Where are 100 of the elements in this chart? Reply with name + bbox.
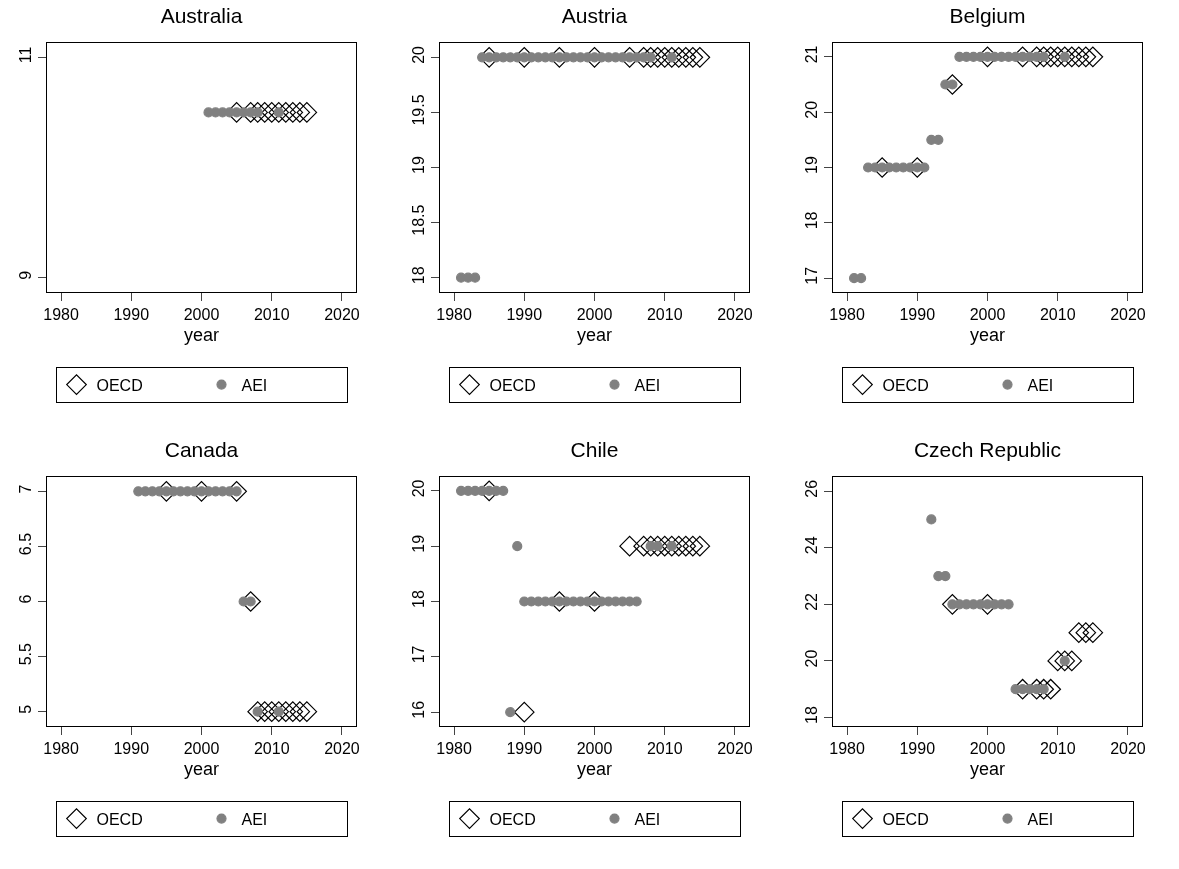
legend-label: AEI — [241, 810, 268, 828]
y-tick-label: 20 — [410, 479, 428, 498]
legend-label: AEI — [1027, 810, 1054, 828]
point — [505, 707, 516, 718]
point — [1054, 650, 1076, 672]
x-tick-label: 1980 — [829, 740, 865, 758]
x-axis-title: year — [183, 759, 220, 780]
point — [1068, 46, 1090, 68]
legend-label: OECD — [882, 376, 929, 394]
y-tick-label: 22 — [803, 592, 821, 611]
x-tick-label: 1980 — [829, 306, 865, 324]
y-tick-label: 18 — [803, 211, 821, 230]
y-tick-label: 19 — [410, 156, 428, 174]
point — [933, 134, 944, 145]
y-tick-label: 6.5 — [17, 532, 35, 556]
point — [289, 701, 311, 723]
chart-title: Chile — [570, 437, 619, 461]
y-tick-label: 6 — [17, 594, 35, 604]
x-tick-label: 2010 — [1039, 306, 1076, 324]
x-tick-label: 2020 — [1110, 306, 1146, 324]
point — [940, 570, 951, 582]
legend-label: OECD — [882, 810, 929, 828]
x-tick-label: 1990 — [113, 740, 150, 758]
x-tick-label: 2020 — [717, 306, 753, 324]
x-tick-label: 2020 — [324, 740, 360, 758]
x-tick-label: 2020 — [1110, 740, 1146, 758]
point — [1054, 46, 1076, 68]
point — [513, 701, 535, 723]
y-tick-label: 21 — [803, 45, 821, 64]
y-tick-label: 19.5 — [410, 94, 428, 126]
x-tick-label: 2010 — [253, 306, 290, 324]
x-tick-label: 2010 — [646, 306, 683, 324]
y-tick-label: 20 — [803, 649, 821, 668]
x-tick-label: 2000 — [969, 740, 1006, 758]
x-tick-label: 2010 — [646, 740, 683, 758]
y-tick-label: 11 — [17, 46, 35, 64]
x-tick-label: 2000 — [576, 306, 613, 324]
y-tick-label: 19 — [410, 534, 428, 553]
point — [1075, 622, 1097, 643]
x-tick-label: 2000 — [183, 740, 220, 758]
chart-title: Czech Republic — [913, 437, 1062, 461]
point — [619, 535, 640, 557]
point — [512, 541, 523, 552]
x-tick-label: 2020 — [324, 306, 360, 324]
point — [689, 535, 711, 557]
y-tick-label: 7 — [17, 484, 35, 494]
y-tick-label: 18 — [410, 266, 428, 285]
x-tick-label: 2000 — [183, 306, 220, 324]
x-tick-label: 2010 — [253, 740, 290, 758]
x-tick-label: 1990 — [899, 306, 936, 324]
chart-title: Belgium — [949, 3, 1026, 27]
y-tick-label: 16 — [410, 700, 428, 719]
point — [926, 514, 937, 525]
x-tick-label: 1980 — [436, 306, 472, 324]
legend-label: OECD — [489, 376, 536, 394]
legend-label: AEI — [634, 376, 661, 394]
point — [661, 535, 683, 557]
y-tick-label: 18 — [803, 706, 821, 725]
y-tick-label: 9 — [17, 270, 35, 280]
legend-label: OECD — [96, 376, 143, 394]
point — [675, 535, 697, 557]
point — [296, 701, 318, 723]
x-tick-label: 1980 — [43, 740, 79, 758]
x-tick-label: 2000 — [576, 740, 613, 758]
x-axis-title: year — [576, 759, 613, 780]
point — [268, 701, 290, 723]
point — [282, 701, 304, 723]
point — [247, 701, 269, 723]
legend-label: OECD — [96, 810, 143, 828]
x-axis-title: year — [576, 325, 613, 346]
y-tick-label: 20 — [410, 45, 428, 64]
y-tick-label: 26 — [803, 479, 821, 498]
point — [1082, 622, 1104, 643]
point — [1075, 46, 1097, 68]
x-tick-label: 2010 — [1039, 740, 1076, 758]
chart-title: Canada — [164, 437, 239, 461]
y-tick-label: 5 — [17, 704, 35, 714]
y-tick-label: 18 — [410, 590, 428, 608]
x-tick-label: 1990 — [113, 306, 150, 324]
point — [1082, 46, 1104, 68]
legend-label: AEI — [634, 810, 661, 828]
y-tick-label: 17 — [410, 645, 428, 664]
point — [919, 162, 930, 173]
x-tick-label: 2020 — [717, 740, 753, 758]
x-tick-label: 2000 — [969, 306, 1006, 324]
point — [682, 535, 704, 557]
legend-label: AEI — [241, 376, 268, 394]
point — [498, 485, 509, 496]
y-tick-label: 18.5 — [410, 204, 428, 236]
legend-label: OECD — [489, 810, 536, 828]
x-tick-label: 1990 — [506, 740, 543, 758]
x-axis-title: year — [969, 325, 1006, 346]
legend-label: AEI — [1027, 376, 1054, 394]
y-tick-label: 5.5 — [17, 642, 35, 666]
x-tick-label: 1990 — [506, 306, 543, 324]
x-tick-label: 1990 — [899, 740, 936, 758]
x-axis-title: year — [969, 759, 1006, 780]
point — [1068, 622, 1090, 643]
y-tick-label: 20 — [803, 100, 821, 119]
chart-title: Austria — [561, 3, 628, 27]
